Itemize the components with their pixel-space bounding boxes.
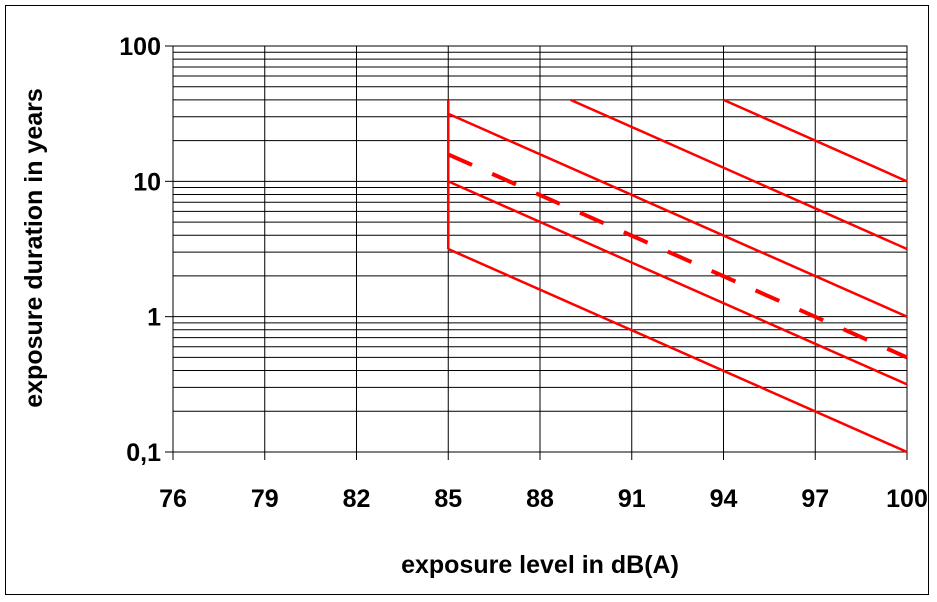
series-line-dashed — [447, 152, 908, 360]
x-tick-label: 91 — [618, 485, 646, 513]
y-tick-labels: 0,1 1 10 100 — [119, 33, 161, 467]
plot-border — [165, 45, 908, 460]
x-tick-labels: 76 79 82 85 88 91 94 97 100 — [159, 485, 928, 513]
y-tick-label: 100 — [119, 33, 161, 61]
x-tick-label: 97 — [801, 485, 829, 513]
x-tick-label: 76 — [159, 485, 187, 513]
x-tick-label: 79 — [251, 485, 279, 513]
series-line — [722, 98, 908, 183]
x-tick-label: 88 — [526, 485, 554, 513]
x-tick-label: 82 — [343, 485, 371, 513]
x-tick-label: 100 — [886, 485, 928, 513]
series-line — [447, 112, 908, 318]
x-axis-title: exposure level in dB(A) — [401, 551, 679, 579]
series-line — [570, 98, 908, 251]
y-axis-title: exposure duration in years — [20, 88, 48, 408]
x-tick-label: 94 — [710, 485, 738, 513]
y-tick-label: 1 — [147, 304, 161, 332]
series-lines — [447, 98, 908, 454]
x-tick-label: 85 — [434, 485, 462, 513]
y-tick-label: 0,1 — [126, 439, 161, 467]
y-tick-label: 10 — [133, 168, 161, 196]
series-line — [447, 180, 908, 386]
grid — [172, 46, 908, 453]
series-line — [447, 247, 908, 454]
